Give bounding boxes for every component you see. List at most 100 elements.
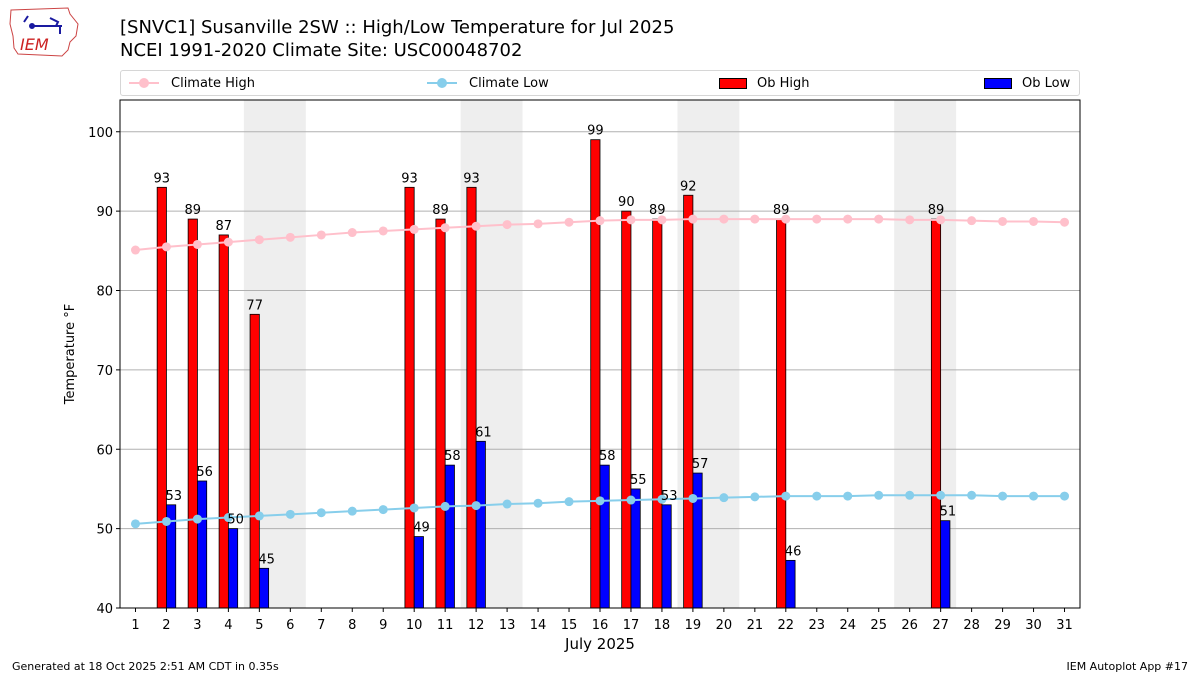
climate-high-point: [874, 214, 884, 224]
ob-high-value-label: 89: [649, 203, 666, 218]
climate-low-point: [347, 506, 357, 516]
weather-station-icon: [23, 15, 62, 34]
climate-high-point: [905, 215, 915, 225]
y-axis-ticks: 40 50 60 70 80 90 100: [88, 126, 120, 617]
data-labels: 93 89 87 77 93 89 93 99 90 89 92 89 89 53 56 50 45 49 58 61…: [154, 124, 957, 568]
x-tick-label: 24: [839, 618, 856, 633]
ob-high-bar: [621, 210, 632, 609]
ob-high-bar: [776, 218, 787, 609]
x-tick-label: 10: [406, 618, 423, 633]
ob-high-bar: [466, 186, 477, 609]
legend-ob-high-label: Ob High: [757, 75, 810, 91]
ob-high-bar: [249, 313, 260, 609]
climate-high-point: [192, 239, 202, 249]
legend-ob-high: Ob High: [719, 71, 810, 95]
ob-low-value-label: 61: [475, 425, 492, 440]
climate-low-line: [135, 494, 1065, 525]
x-tick-label: 9: [379, 618, 387, 633]
climate-high-point: [998, 216, 1008, 226]
y-tick-label: 40: [96, 602, 113, 617]
legend-climate-high: Climate High: [129, 71, 255, 95]
y-axis-label: Temperature °F: [63, 304, 78, 405]
x-tick-label: 30: [1025, 618, 1042, 633]
climate-low-point: [905, 490, 915, 500]
weekend-shading: [243, 100, 957, 608]
footer-generated: Generated at 18 Oct 2025 2:51 AM CDT in …: [12, 660, 279, 673]
x-tick-label: 18: [654, 618, 671, 633]
bars: [156, 139, 951, 609]
ob-low-bar: [197, 480, 208, 609]
ob-low-value-label: 46: [785, 544, 802, 559]
ob-high-value-label: 89: [773, 203, 790, 218]
climate-low-point: [285, 509, 295, 519]
x-tick-label: 28: [963, 618, 980, 633]
climate-high-point: [471, 221, 481, 231]
x-tick-label: 29: [994, 618, 1011, 633]
x-axis-ticks: 1 2 3 4 5 6 7 8 9 10 11 12 13 14 15 16 17 18 19 20 21 22 23 24 2…: [131, 608, 1073, 633]
climate-high-point: [502, 220, 512, 230]
climate-high-point: [936, 215, 946, 225]
climate-high-point: [533, 219, 543, 229]
ob-low-bar: [940, 520, 951, 609]
x-tick-label: 19: [685, 618, 702, 633]
climate-high-point: [254, 235, 264, 245]
ob-high-bar: [218, 234, 229, 609]
ob-low-bar: [630, 488, 641, 609]
x-tick-label: 12: [468, 618, 485, 633]
climate-low-point: [502, 499, 512, 509]
climate-low-point: [967, 490, 977, 500]
climate-high-point: [409, 224, 419, 234]
logo-text: IEM: [20, 35, 49, 54]
climate-high-point: [657, 215, 667, 225]
x-tick-label: 3: [193, 618, 201, 633]
climate-high-point: [130, 245, 140, 255]
plot-frame: [119, 99, 1081, 609]
ob-low-bar: [475, 440, 486, 609]
ob-low-bar: [599, 464, 610, 609]
iowa-outline-icon: [9, 7, 79, 57]
ob-high-bar: [435, 218, 446, 609]
ob-low-value-label: 56: [196, 465, 213, 480]
climate-high-point: [750, 214, 760, 224]
ob-low-value-label: 53: [661, 489, 678, 504]
ob-low-bar: [444, 464, 455, 609]
climate-high-point: [564, 217, 574, 227]
ob-high-value-label: 87: [215, 219, 232, 234]
climate-high-point: [967, 216, 977, 226]
climate-low-point: [409, 503, 419, 513]
legend-climate-low-label: Climate Low: [469, 75, 549, 91]
x-tick-label: 5: [255, 618, 263, 633]
climate-low-point: [626, 495, 636, 505]
climate-high-point: [161, 242, 171, 252]
ob-high-bar: [404, 186, 415, 609]
ob-high-value-label: 93: [401, 171, 418, 186]
x-tick-label: 14: [530, 618, 547, 633]
climate-low-point: [533, 498, 543, 508]
climate-high-point: [843, 214, 853, 224]
gridlines: [120, 131, 1080, 530]
climate-high-point: [781, 214, 791, 224]
climate-low-point: [781, 491, 791, 501]
climate-high-point: [1060, 217, 1070, 227]
x-tick-label: 16: [592, 618, 609, 633]
ob-low-bar: [413, 536, 424, 609]
weekend-band: [677, 100, 740, 608]
climate-low-point: [192, 514, 202, 524]
legend: Climate High Climate Low Ob High Ob Low: [120, 70, 1080, 96]
y-tick-label: 100: [88, 126, 113, 141]
ob-low-bar: [166, 504, 177, 609]
legend-climate-high-label: Climate High: [171, 75, 256, 91]
x-tick-label: 7: [317, 618, 325, 633]
climate-low-point: [843, 491, 853, 501]
ob-high-bar: [156, 186, 167, 609]
climate-high-point: [812, 214, 822, 224]
x-tick-label: 31: [1056, 618, 1073, 633]
y-tick-label: 90: [96, 205, 113, 220]
climate-low-point: [1029, 491, 1039, 501]
ob-high-bar: [590, 139, 601, 609]
climate-low-point: [471, 501, 481, 511]
x-tick-label: 20: [716, 618, 733, 633]
climate-high-point: [347, 228, 357, 238]
ob-low-value-label: 49: [413, 521, 430, 536]
y-tick-label: 70: [96, 364, 113, 379]
